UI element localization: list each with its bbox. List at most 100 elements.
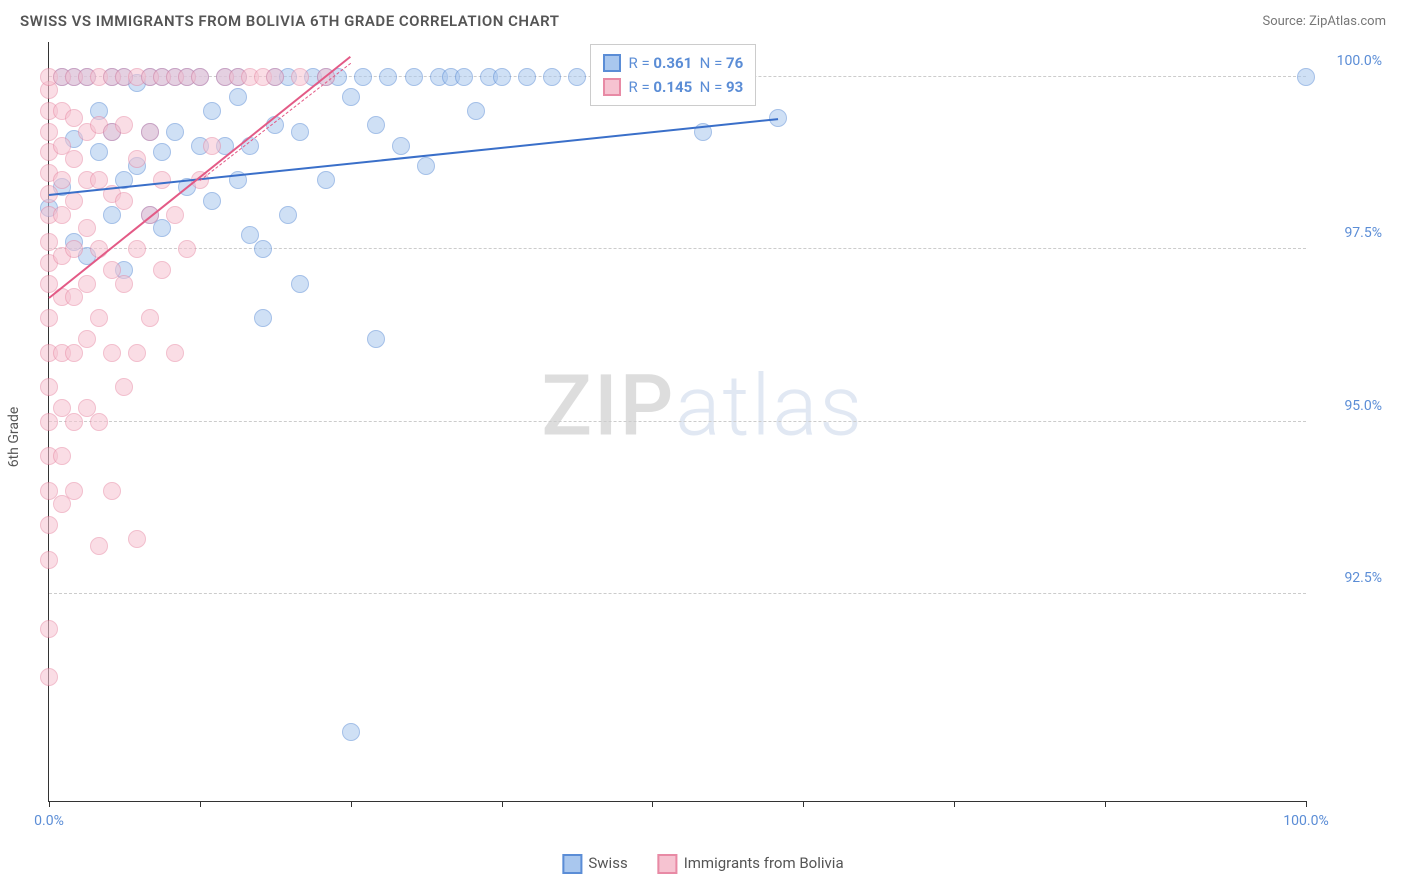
scatter-point: [203, 102, 221, 120]
scatter-point: [90, 413, 108, 431]
chart-source: Source: ZipAtlas.com: [1262, 14, 1386, 29]
scatter-point: [203, 192, 221, 210]
scatter-point: [141, 123, 159, 141]
y-tick-label: 92.5%: [1312, 570, 1382, 586]
scatter-point: [153, 171, 171, 189]
scatter-point: [40, 309, 58, 327]
scatter-point: [128, 344, 146, 362]
legend-label: Immigrants from Bolivia: [684, 854, 844, 872]
scatter-point: [115, 378, 133, 396]
legend-swatch: [603, 54, 621, 72]
scatter-point: [417, 157, 435, 175]
scatter-point: [254, 240, 272, 258]
legend-item: Immigrants from Bolivia: [658, 854, 844, 874]
scatter-point: [40, 620, 58, 638]
scatter-point: [128, 240, 146, 258]
y-tick-label: 97.5%: [1312, 225, 1382, 241]
gridline: [49, 421, 1306, 422]
stat-r: R = 0.145 N = 93: [629, 75, 744, 99]
scatter-point: [493, 68, 511, 86]
scatter-point: [40, 668, 58, 686]
x-tick: [351, 801, 352, 807]
y-axis-label: 6th Grade: [6, 407, 22, 468]
scatter-point: [405, 68, 423, 86]
scatter-point: [153, 143, 171, 161]
scatter-point: [65, 192, 83, 210]
scatter-point: [379, 68, 397, 86]
scatter-point: [40, 516, 58, 534]
plot-area: ZIPatlas 92.5%95.0%97.5%100.0%0.0%100.0%…: [48, 42, 1306, 802]
legend-swatch: [603, 78, 621, 96]
scatter-point: [266, 68, 284, 86]
scatter-point: [166, 206, 184, 224]
gridline: [49, 593, 1306, 594]
scatter-point: [455, 68, 473, 86]
scatter-point: [40, 378, 58, 396]
scatter-point: [53, 171, 71, 189]
scatter-point: [141, 309, 159, 327]
stats-legend-row: R = 0.361 N = 76: [603, 51, 744, 75]
scatter-point: [317, 171, 335, 189]
scatter-point: [115, 116, 133, 134]
scatter-point: [166, 344, 184, 362]
watermark: ZIPatlas: [541, 357, 864, 456]
scatter-point: [568, 68, 586, 86]
chart-header: SWISS VS IMMIGRANTS FROM BOLIVIA 6TH GRA…: [0, 0, 1406, 38]
scatter-point: [153, 219, 171, 237]
scatter-point: [392, 137, 410, 155]
scatter-point: [128, 530, 146, 548]
scatter-point: [342, 723, 360, 741]
scatter-point: [128, 150, 146, 168]
scatter-point: [229, 88, 247, 106]
scatter-point: [78, 275, 96, 293]
x-tick: [49, 801, 50, 807]
gridline: [49, 248, 1306, 249]
scatter-point: [90, 537, 108, 555]
scatter-point: [90, 309, 108, 327]
scatter-point: [65, 240, 83, 258]
scatter-point: [65, 344, 83, 362]
scatter-point: [291, 68, 309, 86]
scatter-point: [103, 482, 121, 500]
scatter-point: [103, 344, 121, 362]
scatter-point: [90, 143, 108, 161]
chart-title: SWISS VS IMMIGRANTS FROM BOLIVIA 6TH GRA…: [20, 12, 559, 30]
stats-legend-row: R = 0.145 N = 93: [603, 75, 744, 99]
scatter-point: [153, 261, 171, 279]
scatter-point: [342, 88, 360, 106]
scatter-point: [367, 116, 385, 134]
watermark-zip: ZIP: [541, 357, 675, 456]
scatter-point: [53, 206, 71, 224]
scatter-point: [115, 192, 133, 210]
x-tick: [1306, 801, 1307, 807]
legend-swatch: [658, 854, 678, 874]
x-tick: [803, 801, 804, 807]
scatter-point: [254, 309, 272, 327]
scatter-point: [103, 206, 121, 224]
scatter-point: [291, 123, 309, 141]
watermark-atlas: atlas: [675, 357, 864, 456]
scatter-point: [65, 482, 83, 500]
scatter-point: [40, 413, 58, 431]
scatter-point: [65, 150, 83, 168]
scatter-point: [367, 330, 385, 348]
stat-r: R = 0.361 N = 76: [629, 51, 744, 75]
scatter-point: [467, 102, 485, 120]
x-tick: [954, 801, 955, 807]
scatter-point: [115, 275, 133, 293]
scatter-point: [543, 68, 561, 86]
x-tick: [502, 801, 503, 807]
scatter-point: [65, 288, 83, 306]
scatter-point: [178, 240, 196, 258]
scatter-point: [40, 551, 58, 569]
chart-container: 6th Grade ZIPatlas 92.5%95.0%97.5%100.0%…: [48, 42, 1386, 832]
x-tick: [200, 801, 201, 807]
scatter-point: [78, 330, 96, 348]
x-tick: [652, 801, 653, 807]
scatter-point: [78, 219, 96, 237]
scatter-point: [279, 206, 297, 224]
scatter-point: [53, 447, 71, 465]
y-tick-label: 95.0%: [1312, 398, 1382, 414]
y-tick-label: 100.0%: [1312, 53, 1382, 69]
scatter-point: [518, 68, 536, 86]
